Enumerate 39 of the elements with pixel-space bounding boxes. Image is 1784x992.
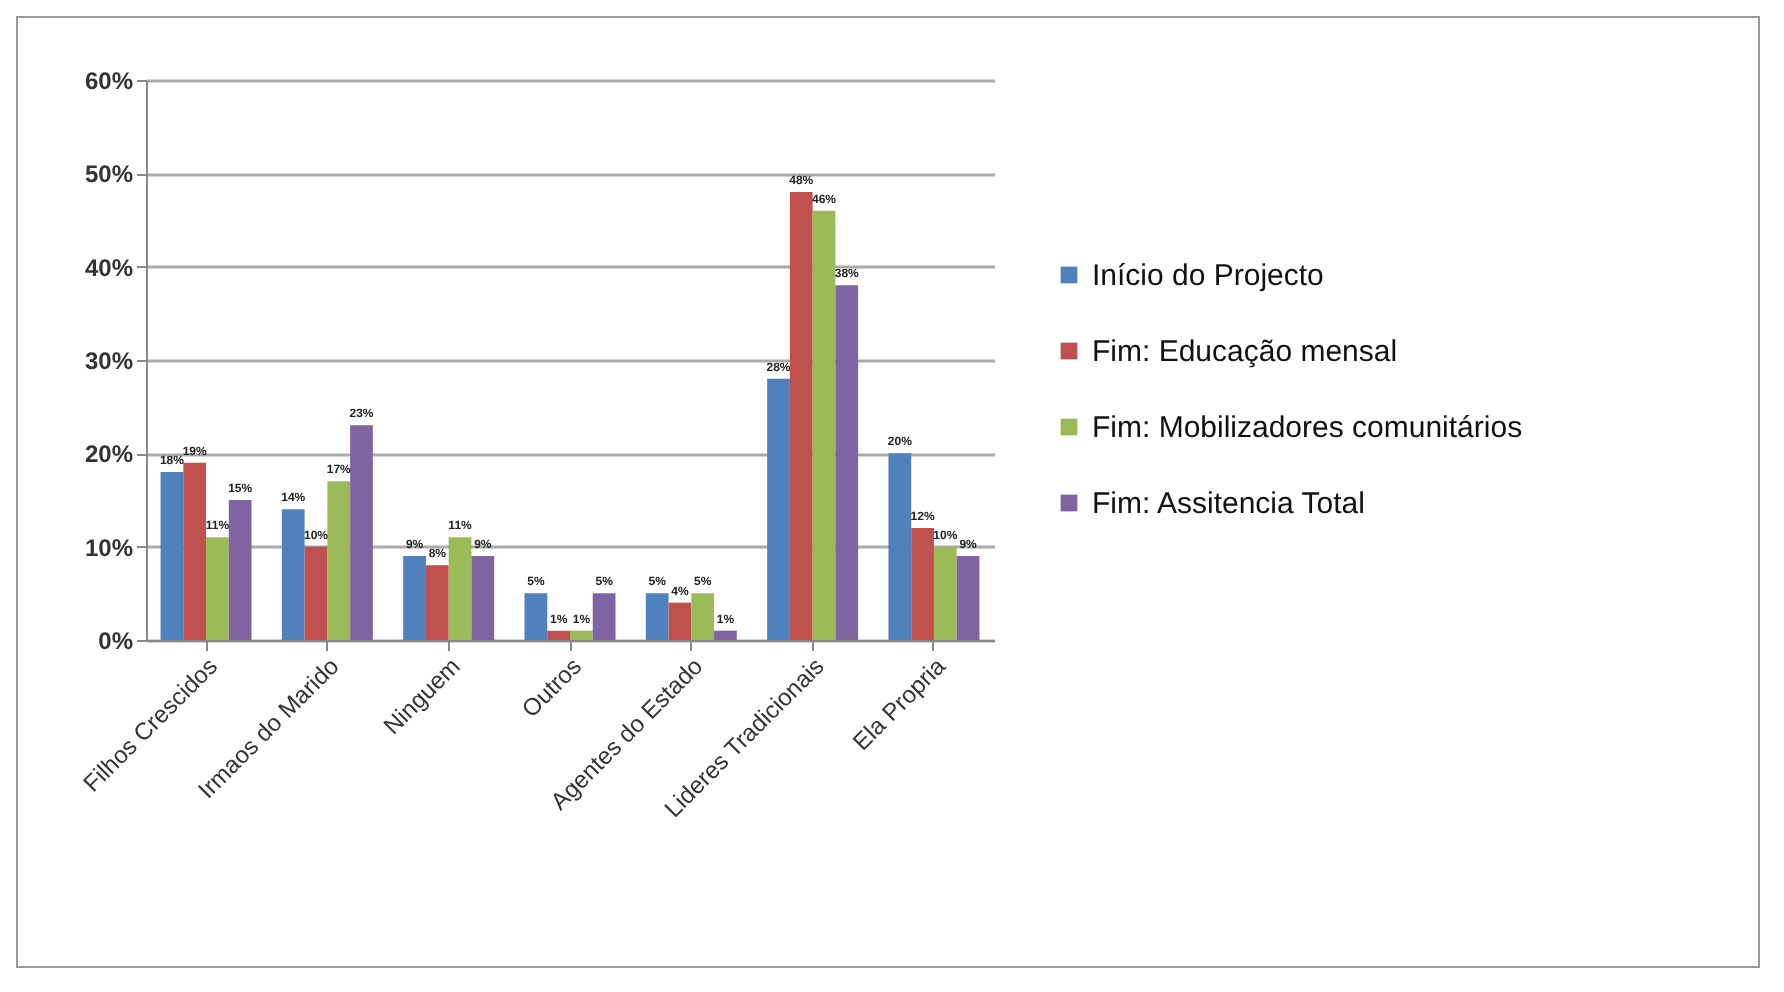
bar (835, 285, 859, 640)
bar (767, 378, 790, 640)
y-tick-label: 40% (84, 253, 134, 282)
bar (350, 425, 373, 640)
bar (281, 509, 305, 640)
y-tick-label: 60% (84, 67, 134, 95)
bar (425, 565, 449, 640)
bar (812, 210, 836, 640)
bar (789, 192, 813, 640)
y-tick-label: 0% (98, 627, 134, 655)
bar (691, 593, 715, 640)
bar (547, 630, 570, 640)
bar (714, 630, 737, 640)
legend-label: Fim: Mobilizadores comunitários (1092, 411, 1523, 445)
bar (524, 593, 548, 640)
bar (160, 472, 184, 640)
y-tick-label: 30% (84, 347, 134, 375)
y-tick-label: 50% (84, 160, 134, 189)
legend-label: Fim: Educação mensal (1092, 335, 1398, 369)
bar (183, 462, 207, 640)
bar (570, 630, 593, 640)
bar (228, 500, 252, 640)
bar (933, 546, 957, 640)
bar (645, 593, 669, 640)
legend-label: Início do Projecto (1092, 259, 1324, 293)
bar (327, 481, 351, 640)
bar (448, 537, 472, 640)
bar (956, 556, 980, 640)
y-tick-label: 10% (84, 533, 134, 562)
bar (471, 556, 495, 640)
legend-label: Fim: Assitencia Total (1092, 487, 1365, 521)
bar (206, 537, 229, 640)
bar (403, 556, 426, 640)
bar (911, 528, 934, 640)
bar (304, 546, 328, 640)
bar (668, 602, 692, 640)
bar (592, 593, 616, 640)
y-tick-label: 20% (84, 440, 134, 469)
bar (888, 453, 912, 640)
